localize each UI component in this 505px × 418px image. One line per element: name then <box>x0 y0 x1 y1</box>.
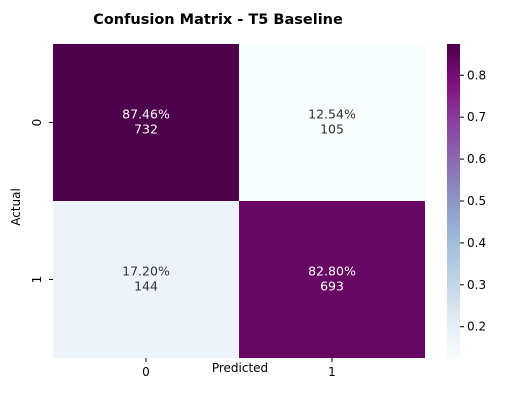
colorbar-tick-label-3: 0.5 <box>467 194 486 208</box>
colorbar-tick-label-2: 0.4 <box>467 236 486 250</box>
cell-percent-label-0-0: 87.46% <box>122 107 170 122</box>
y-tick-label-0: 0 <box>30 119 44 127</box>
cell-count-label-1-1: 693 <box>320 279 344 294</box>
cell-percent-label-0-1: 12.54% <box>308 107 356 122</box>
chart-title: Confusion Matrix - T5 Baseline <box>93 12 343 28</box>
y-axis-label: Actual <box>9 188 23 226</box>
cell-percent-label-1-0: 17.20% <box>122 264 170 279</box>
colorbar: 0.2 0.3 0.4 0.5 0.6 0.7 0.8 <box>447 44 486 358</box>
heatmap-cell-1-0 <box>53 201 239 358</box>
colorbar-tick-label-1: 0.3 <box>467 278 486 292</box>
y-axis: 01 <box>30 119 53 284</box>
cell-count-label-0-1: 105 <box>320 122 344 137</box>
cell-count-label-1-0: 144 <box>134 279 158 294</box>
heatmap-cells <box>53 44 425 358</box>
y-tick-label-1: 1 <box>30 276 44 284</box>
x-tick-label-1: 1 <box>328 365 336 379</box>
colorbar-tick-label-5: 0.7 <box>467 110 486 124</box>
cell-labels: 87.46%732 12.54%105 17.20%144 82.80%693 <box>122 107 356 294</box>
colorbar-gradient <box>447 44 460 358</box>
colorbar-tick-label-6: 0.8 <box>467 68 486 82</box>
heatmap-cell-0-0 <box>53 44 239 201</box>
heatmap-cell-1-1 <box>239 201 425 358</box>
x-tick-label-0: 0 <box>142 365 150 379</box>
x-axis-label: Predicted <box>212 361 268 375</box>
heatmap-cell-0-1 <box>239 44 425 201</box>
cell-count-label-0-0: 732 <box>134 122 158 137</box>
colorbar-tick-label-4: 0.6 <box>467 152 486 166</box>
cell-percent-label-1-1: 82.80% <box>308 264 356 279</box>
colorbar-ticks: 0.2 0.3 0.4 0.5 0.6 0.7 0.8 <box>460 68 486 334</box>
colorbar-tick-label-0: 0.2 <box>467 320 486 334</box>
